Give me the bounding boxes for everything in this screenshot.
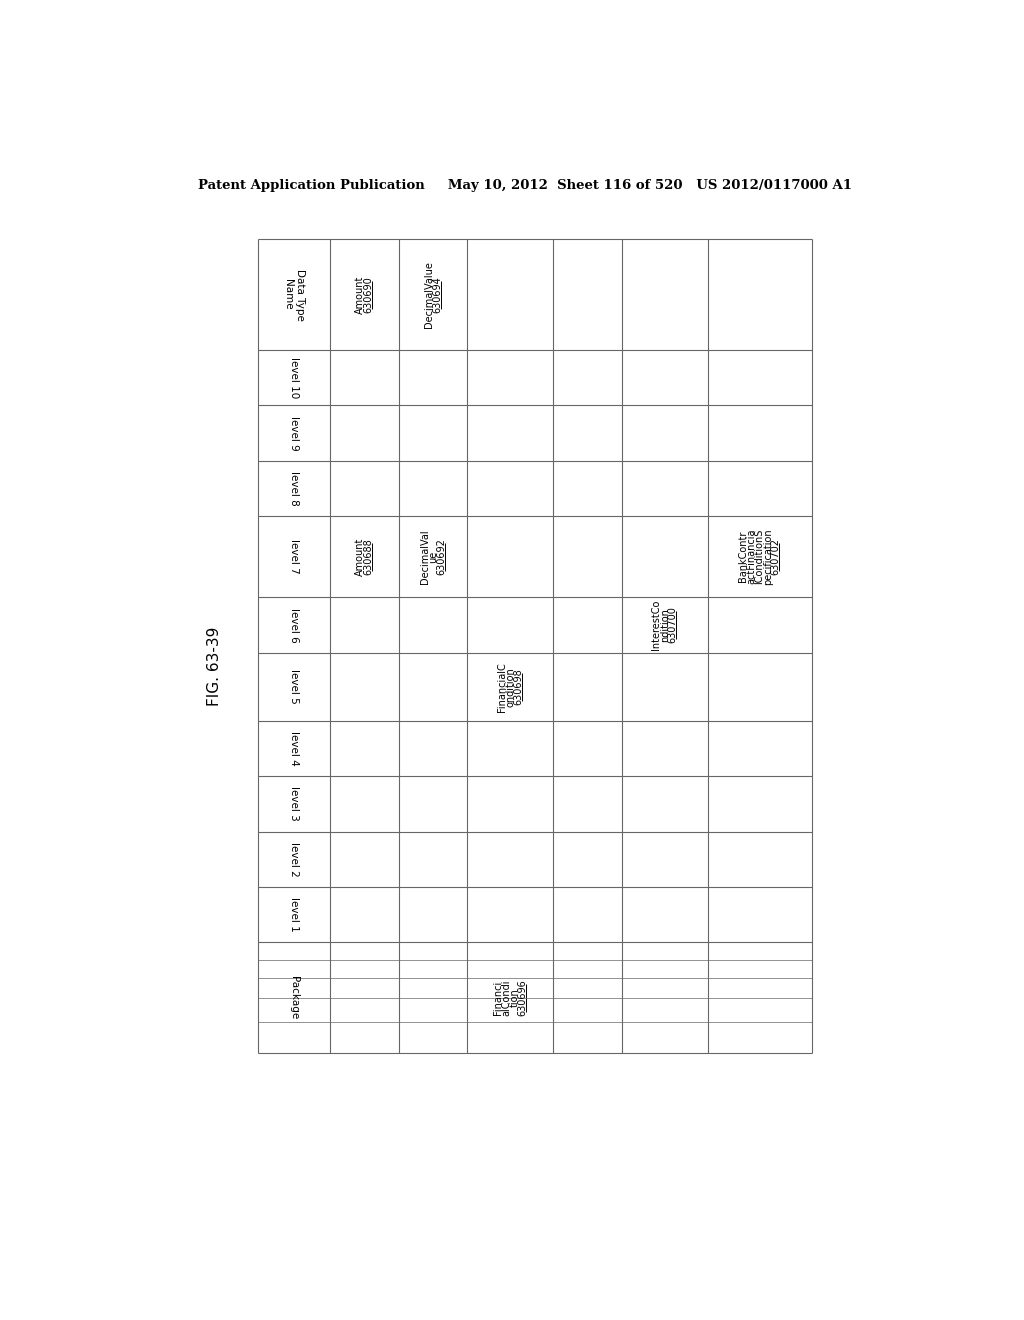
Text: 630692: 630692	[436, 539, 446, 576]
Text: Financi: Financi	[493, 981, 503, 1015]
Text: Patent Application Publication     May 10, 2012  Sheet 116 of 520   US 2012/0117: Patent Application Publication May 10, 2…	[198, 178, 852, 191]
Text: level 1: level 1	[289, 898, 299, 932]
Text: level 9: level 9	[289, 416, 299, 450]
Text: level 10: level 10	[289, 358, 299, 399]
Text: 630702: 630702	[771, 539, 781, 576]
Text: FinancialC: FinancialC	[497, 661, 507, 711]
Text: Amount: Amount	[355, 276, 366, 314]
Text: alCondi: alCondi	[501, 979, 511, 1016]
Text: 630698: 630698	[513, 668, 523, 705]
Text: Data Type
Name: Data Type Name	[284, 269, 305, 321]
Text: 630696: 630696	[517, 979, 527, 1016]
Text: 630694: 630694	[432, 276, 442, 313]
Text: pecification: pecification	[763, 528, 773, 585]
Text: ue: ue	[428, 550, 438, 562]
Text: BankContr: BankContr	[738, 531, 749, 582]
Text: 630690: 630690	[364, 276, 374, 313]
Text: 630700: 630700	[668, 606, 678, 643]
Text: FIG. 63-39: FIG. 63-39	[207, 627, 222, 706]
Text: lConditionS: lConditionS	[755, 529, 765, 585]
Text: DecimalValue: DecimalValue	[424, 261, 434, 329]
Text: DecimalVal: DecimalVal	[420, 529, 430, 583]
Text: InterestCo: InterestCo	[651, 599, 662, 649]
Text: level 5: level 5	[289, 669, 299, 704]
Text: 630688: 630688	[364, 539, 374, 576]
Text: tion: tion	[509, 989, 519, 1007]
Text: Package: Package	[289, 975, 299, 1019]
Text: actFinancia: actFinancia	[746, 529, 757, 585]
Text: level 8: level 8	[289, 471, 299, 506]
Text: ndition: ndition	[659, 609, 670, 642]
Text: level 4: level 4	[289, 731, 299, 766]
Text: ondition: ondition	[505, 667, 515, 706]
Text: Amount: Amount	[355, 537, 366, 576]
Text: level 6: level 6	[289, 607, 299, 643]
Text: level 7: level 7	[289, 540, 299, 574]
Text: level 2: level 2	[289, 842, 299, 876]
Text: level 3: level 3	[289, 787, 299, 821]
